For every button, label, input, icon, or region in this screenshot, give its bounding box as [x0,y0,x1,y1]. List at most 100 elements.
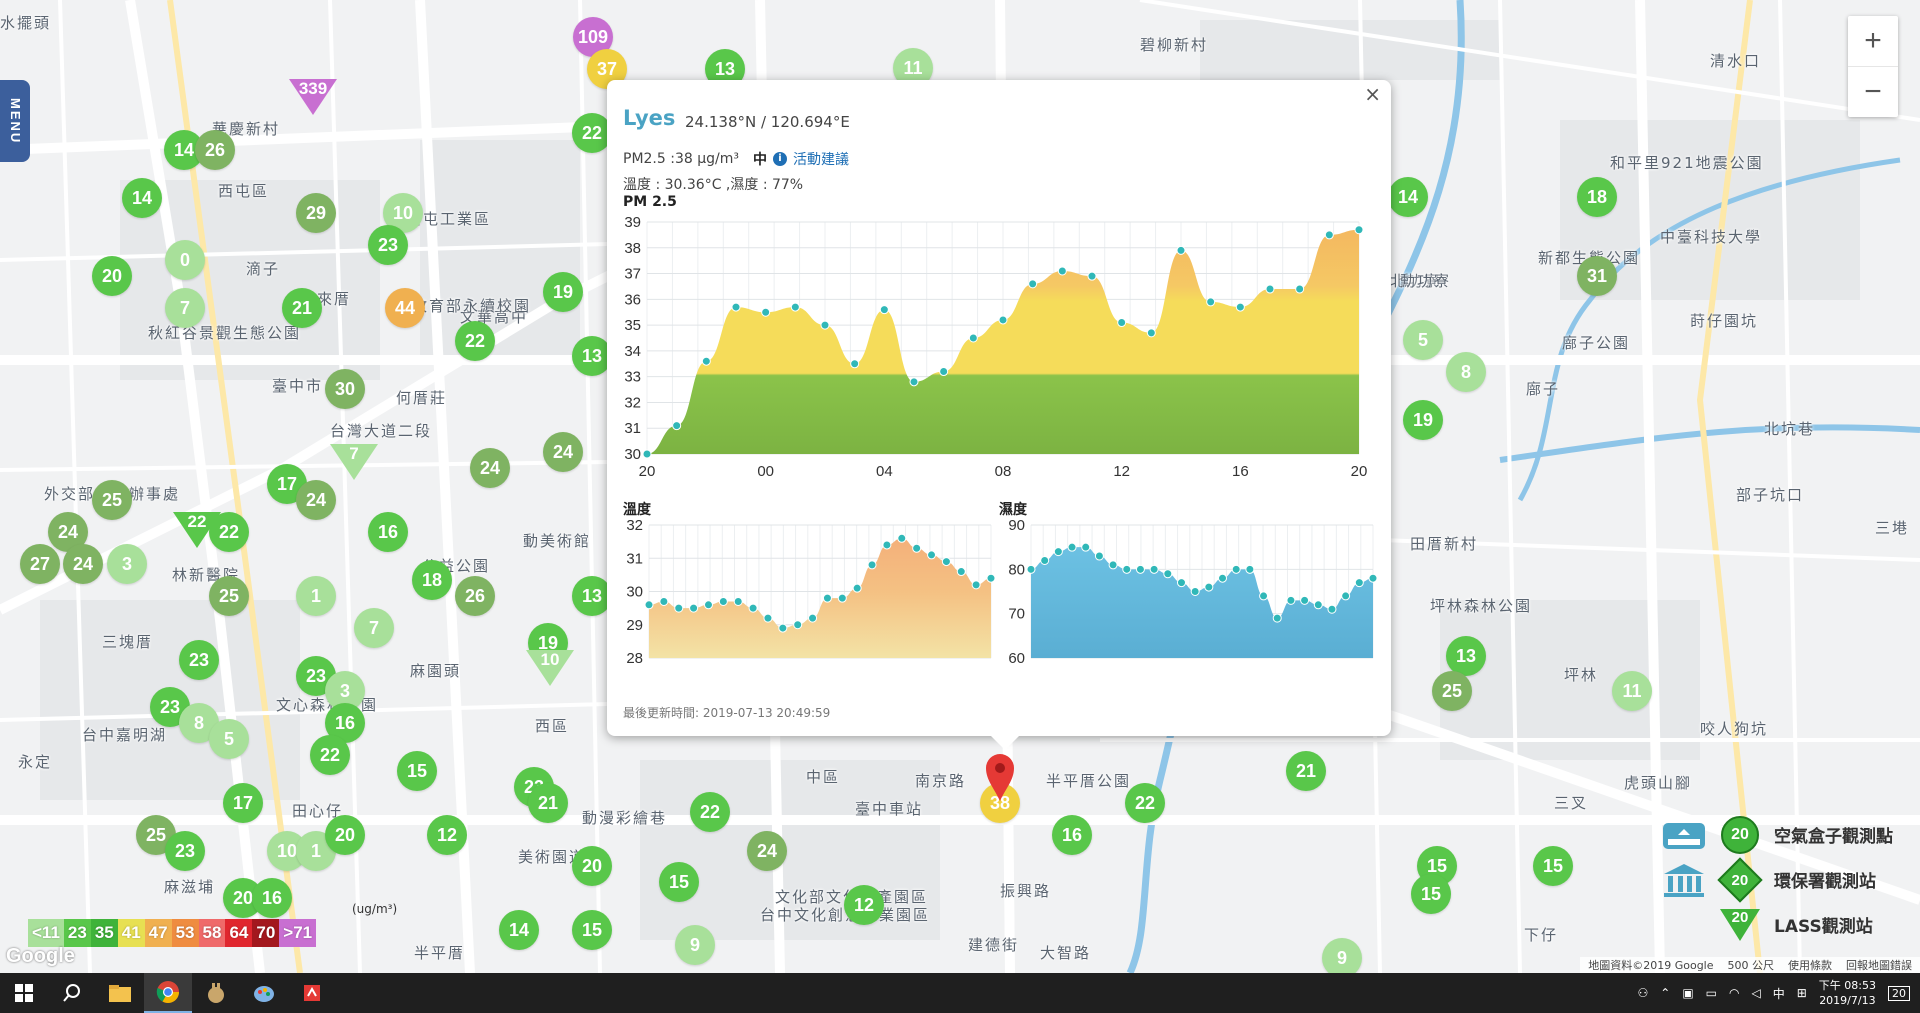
chart-point[interactable] [1286,595,1296,605]
chart-point[interactable] [1108,560,1118,570]
airbox-marker[interactable]: 26 [195,130,235,170]
chart-point[interactable] [701,356,711,366]
chart-point[interactable] [1341,591,1351,601]
notification-center-button[interactable]: 20 [1888,985,1910,1001]
airbox-marker[interactable]: 20 [92,256,132,296]
airbox-marker[interactable]: 18 [412,560,452,600]
search-button[interactable] [48,973,96,1013]
chart-point[interactable] [793,620,803,630]
chart-point[interactable] [939,367,949,377]
airbox-marker[interactable]: 8 [1446,352,1486,392]
chart-point[interactable] [1313,600,1323,610]
airbox-marker[interactable]: 13 [572,576,612,616]
airbox-marker[interactable]: 0 [165,240,205,280]
lass-station-marker[interactable]: 10 [526,650,574,686]
airbox-marker[interactable]: 23 [368,225,408,265]
chart-point[interactable] [956,567,966,577]
chart-point[interactable] [837,593,847,603]
chart-point[interactable] [1117,318,1127,328]
airbox-marker[interactable]: 31 [1577,256,1617,296]
chart-point[interactable] [642,449,652,459]
airbox-marker[interactable]: 19 [1403,400,1443,440]
airbox-marker[interactable]: 17 [223,783,263,823]
airbox-marker[interactable]: 24 [747,831,787,871]
close-popup-button[interactable]: × [1364,82,1381,106]
airbox-marker[interactable]: 29 [296,193,336,233]
map[interactable]: 水擺頭 華慶新村 西屯區 滴子 秋紅谷景觀生態公園 臺中市 何厝莊 台灣大道二段 西屯工業區 惠來… [0,0,1920,973]
airbox-marker[interactable]: 12 [844,885,884,925]
chart-point[interactable] [882,540,892,550]
airbox-marker[interactable]: 11 [1612,671,1652,711]
airbox-marker[interactable]: 23 [165,831,205,871]
chart-point[interactable] [1368,573,1378,583]
airbox-marker[interactable]: 23 [179,640,219,680]
chart-point[interactable] [689,603,699,613]
chevron-up-icon[interactable]: ⌃ [1660,986,1671,1000]
chart-point[interactable] [879,305,889,315]
airbox-marker[interactable]: 22 [572,113,612,153]
airbox-marker[interactable]: 24 [543,432,583,472]
chart-point[interactable] [1272,613,1282,623]
airbox-marker[interactable]: 16 [1052,815,1092,855]
chart-point[interactable] [1053,547,1063,557]
chart-point[interactable] [1204,582,1214,592]
chart-point[interactable] [1176,578,1186,588]
app-button-2[interactable] [192,973,240,1013]
chart-point[interactable] [1295,284,1305,294]
zoom-in-button[interactable]: + [1864,24,1882,57]
chart-point[interactable] [1026,564,1036,574]
airbox-marker[interactable]: 20 [572,846,612,886]
airbox-marker[interactable]: 24 [63,544,103,584]
file-explorer-button[interactable] [96,973,144,1013]
airbox-marker[interactable]: 21 [282,288,322,328]
airbox-marker[interactable]: 26 [455,576,495,616]
airbox-marker[interactable]: 5 [209,719,249,759]
chart-point[interactable] [731,302,741,312]
airbox-marker[interactable]: 9 [675,925,715,965]
ime-mode-icon[interactable]: ⊞ [1796,986,1807,1000]
chart-point[interactable] [718,596,728,606]
airbox-marker[interactable]: 14 [122,178,162,218]
chart-point[interactable] [1324,230,1334,240]
chart-point[interactable] [1190,587,1200,596]
chart-point[interactable] [820,320,830,330]
info-icon[interactable]: i [772,152,787,166]
chart-point[interactable] [1300,595,1310,605]
chart-point[interactable] [703,600,713,610]
airbox-marker[interactable]: 30 [325,369,365,409]
airbox-marker[interactable]: 14 [164,130,204,170]
chart-point[interactable] [778,623,788,633]
ime-indicator[interactable]: 中 [1772,986,1785,1001]
airbox-marker[interactable]: 15 [572,910,612,950]
chart-point[interactable] [1094,551,1104,561]
people-icon[interactable]: ⚇ [1637,986,1649,1000]
chart-point[interactable] [1327,604,1337,614]
airbox-marker[interactable]: 19 [543,272,583,312]
chart-point[interactable] [1146,328,1156,338]
lass-station-marker[interactable]: 339 [289,79,337,115]
chart-point[interactable] [1067,542,1077,552]
airbox-marker[interactable]: 13 [1446,636,1486,676]
chart-point[interactable] [672,421,682,431]
clock[interactable]: 下午 08:53 2019/7/13 [1819,978,1876,1008]
chart-point[interactable] [674,603,684,613]
chart-point[interactable] [733,596,743,606]
chart-point[interactable] [1245,564,1255,574]
chart-point[interactable] [927,550,937,560]
airbox-marker[interactable]: 5 [1403,320,1443,360]
airbox-marker[interactable]: 16 [368,512,408,552]
app-button-3[interactable] [240,973,288,1013]
chart-point[interactable] [1163,569,1173,579]
chart-point[interactable] [867,560,877,570]
chart-point[interactable] [1259,591,1269,601]
airbox-marker[interactable]: 7 [354,608,394,648]
chart-point[interactable] [808,613,818,623]
chart-point[interactable] [1265,284,1275,294]
airbox-marker[interactable]: 12 [427,815,467,855]
airbox-marker[interactable]: 13 [572,336,612,376]
airbox-marker[interactable]: 14 [499,910,539,950]
chart-point[interactable] [897,533,907,543]
chart-point[interactable] [1354,225,1364,235]
airbox-marker[interactable]: 21 [1286,751,1326,791]
chart-point[interactable] [1235,302,1245,312]
